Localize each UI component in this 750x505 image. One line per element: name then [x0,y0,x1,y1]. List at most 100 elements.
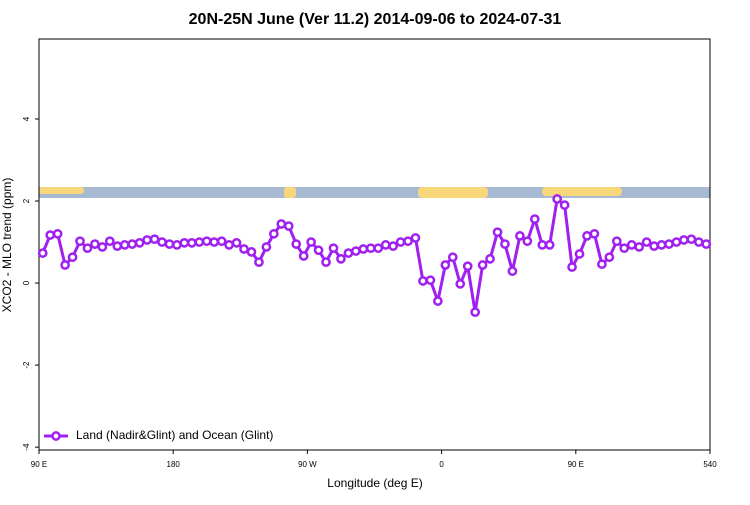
x-tick-label: 90 W [298,460,317,469]
point [90,239,100,249]
point [611,236,622,247]
point [433,296,443,306]
y-tick-label: -4 [22,443,31,451]
point [194,237,205,247]
y-axis-label: XCO2 - MLO trend (ppm) [0,178,14,313]
point [455,279,466,289]
legend-item: Land (Nadir&Glint) and Ocean (Glint) [44,428,273,442]
land-mask-strip [39,187,710,198]
chart-title: 20N-25N June (Ver 11.2) 2014-09-06 to 20… [189,11,562,28]
point [119,240,130,250]
x-tick-label: 90 E [31,460,47,469]
point [462,261,473,272]
point [358,244,369,254]
point [82,243,93,254]
point [425,275,436,286]
point [515,231,525,241]
point [403,236,413,247]
point [37,248,48,258]
y-tick-label: 0 [22,280,31,285]
point [664,239,674,249]
point [671,237,682,247]
point [388,241,398,251]
point [507,266,518,277]
point [328,243,339,254]
point [500,239,510,249]
point [276,219,287,229]
point [261,242,272,252]
y-tick-label: -2 [22,361,31,369]
point [373,243,384,254]
point [544,240,555,250]
point [634,242,645,252]
point [693,237,704,247]
point [440,260,451,270]
point [112,241,123,251]
point [529,214,540,224]
point [365,243,376,254]
point [246,247,257,257]
point [172,240,182,250]
land-patch [39,187,84,194]
point [60,260,70,270]
point [224,240,234,250]
point [597,259,607,270]
point [380,240,391,250]
point [283,221,294,231]
point [164,239,175,249]
point [336,254,346,264]
point [567,262,577,272]
point [179,238,190,248]
legend-label: Land (Nadir&Glint) and Ocean (Glint) [76,428,273,442]
point [343,248,354,258]
point [679,235,689,245]
point [306,237,316,247]
point [75,236,85,247]
point [142,235,152,245]
land-patch [542,187,622,196]
point [254,257,264,267]
point [269,228,279,239]
point [477,260,488,270]
x-tick-label: 0 [439,460,444,469]
point [157,237,167,247]
legend-marker [51,431,61,441]
point [209,237,220,247]
point [522,236,533,247]
point [201,236,212,247]
point [470,307,480,318]
point [589,228,600,239]
point [134,238,145,248]
point [559,200,570,210]
point [67,252,78,263]
point [52,228,63,239]
point [537,240,548,250]
point [649,241,659,251]
point [656,240,667,250]
y-tick-label: 4 [22,116,31,121]
point [582,231,592,241]
point [104,236,115,247]
point [552,194,563,204]
y-tick-label: 2 [22,198,31,203]
point [395,237,406,247]
x-tick-label: 540 [703,460,717,469]
point [492,227,503,238]
point [313,245,324,256]
point [298,251,309,261]
point [574,249,585,259]
point [239,244,249,254]
ocean-strip [39,187,710,198]
point [485,254,495,264]
point [686,234,697,245]
point [127,239,138,249]
point [291,239,302,249]
land-patch [284,187,296,198]
point [231,238,242,248]
point [410,233,421,243]
land-patch [418,187,488,198]
point [186,238,197,248]
point [216,236,227,247]
